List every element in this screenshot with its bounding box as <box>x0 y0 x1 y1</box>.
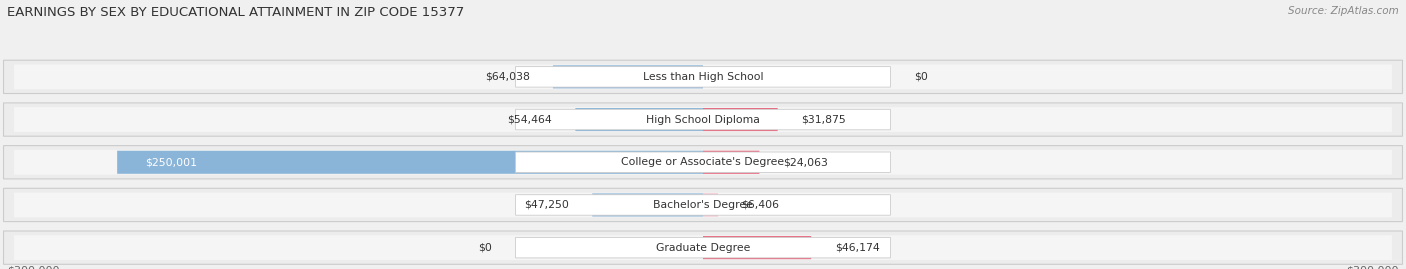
Text: Less than High School: Less than High School <box>643 72 763 82</box>
FancyBboxPatch shape <box>703 193 718 217</box>
Text: $0: $0 <box>478 243 492 253</box>
Text: Source: ZipAtlas.com: Source: ZipAtlas.com <box>1288 6 1399 16</box>
Text: $300,000: $300,000 <box>7 266 59 269</box>
FancyBboxPatch shape <box>516 152 890 172</box>
FancyBboxPatch shape <box>4 60 1402 94</box>
Text: $54,464: $54,464 <box>508 115 553 125</box>
FancyBboxPatch shape <box>4 146 1402 179</box>
FancyBboxPatch shape <box>4 188 1402 222</box>
FancyBboxPatch shape <box>117 151 703 174</box>
FancyBboxPatch shape <box>703 108 778 131</box>
FancyBboxPatch shape <box>14 235 1392 260</box>
Text: $46,174: $46,174 <box>835 243 879 253</box>
FancyBboxPatch shape <box>592 193 703 217</box>
Text: EARNINGS BY SEX BY EDUCATIONAL ATTAINMENT IN ZIP CODE 15377: EARNINGS BY SEX BY EDUCATIONAL ATTAINMEN… <box>7 6 464 19</box>
Text: College or Associate's Degree: College or Associate's Degree <box>621 157 785 167</box>
Text: $300,000: $300,000 <box>1347 266 1399 269</box>
FancyBboxPatch shape <box>516 109 890 130</box>
FancyBboxPatch shape <box>516 238 890 258</box>
Text: $250,001: $250,001 <box>145 157 197 167</box>
FancyBboxPatch shape <box>553 65 703 89</box>
Text: $6,406: $6,406 <box>741 200 779 210</box>
FancyBboxPatch shape <box>516 67 890 87</box>
FancyBboxPatch shape <box>516 195 890 215</box>
Text: $64,038: $64,038 <box>485 72 530 82</box>
FancyBboxPatch shape <box>14 107 1392 132</box>
Text: $47,250: $47,250 <box>524 200 569 210</box>
Text: High School Diploma: High School Diploma <box>647 115 759 125</box>
FancyBboxPatch shape <box>4 231 1402 264</box>
FancyBboxPatch shape <box>14 65 1392 89</box>
Text: $0: $0 <box>914 72 928 82</box>
FancyBboxPatch shape <box>4 103 1402 136</box>
FancyBboxPatch shape <box>703 151 759 174</box>
FancyBboxPatch shape <box>575 108 703 131</box>
FancyBboxPatch shape <box>14 193 1392 217</box>
Text: $31,875: $31,875 <box>801 115 846 125</box>
FancyBboxPatch shape <box>14 150 1392 175</box>
Text: Graduate Degree: Graduate Degree <box>655 243 751 253</box>
FancyBboxPatch shape <box>703 236 811 259</box>
Text: Bachelor's Degree: Bachelor's Degree <box>652 200 754 210</box>
Text: $24,063: $24,063 <box>783 157 828 167</box>
